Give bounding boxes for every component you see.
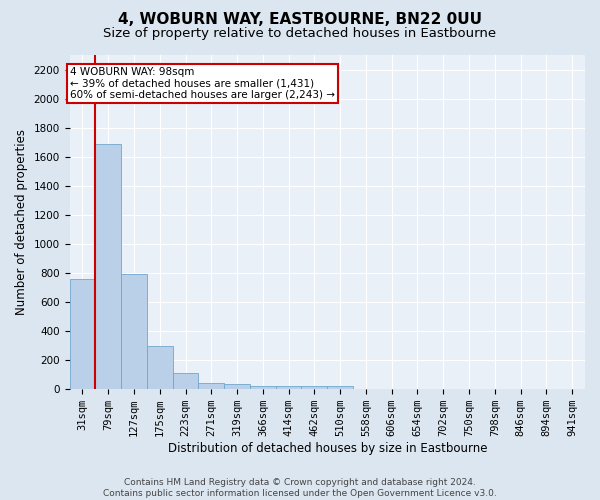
Text: 4 WOBURN WAY: 98sqm
← 39% of detached houses are smaller (1,431)
60% of semi-det: 4 WOBURN WAY: 98sqm ← 39% of detached ho… [70, 66, 335, 100]
Bar [327, 386, 353, 389]
Bar [121, 274, 147, 389]
Text: 4, WOBURN WAY, EASTBOURNE, BN22 0UU: 4, WOBURN WAY, EASTBOURNE, BN22 0UU [118, 12, 482, 28]
Bar [147, 346, 173, 389]
Bar [199, 382, 224, 389]
Bar [95, 144, 121, 389]
Bar [301, 386, 327, 389]
Text: Size of property relative to detached houses in Eastbourne: Size of property relative to detached ho… [103, 28, 497, 40]
Bar [70, 279, 95, 389]
Text: Contains HM Land Registry data © Crown copyright and database right 2024.
Contai: Contains HM Land Registry data © Crown c… [103, 478, 497, 498]
Y-axis label: Number of detached properties: Number of detached properties [15, 129, 28, 315]
Bar [250, 386, 276, 389]
X-axis label: Distribution of detached houses by size in Eastbourne: Distribution of detached houses by size … [167, 442, 487, 455]
Bar [276, 386, 301, 389]
Bar [173, 373, 199, 389]
Bar [224, 384, 250, 389]
